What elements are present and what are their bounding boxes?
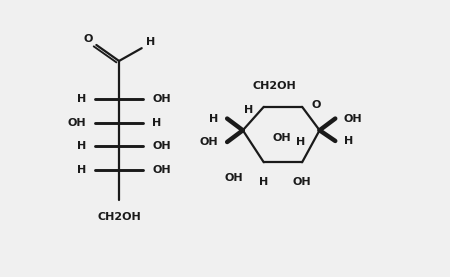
Text: OH: OH [152, 165, 171, 175]
Text: OH: OH [152, 94, 171, 104]
Text: H: H [244, 105, 253, 115]
Text: H: H [76, 165, 86, 175]
Text: OH: OH [200, 137, 218, 147]
Text: H: H [259, 177, 268, 187]
Text: H: H [146, 37, 155, 47]
Text: CH2OH: CH2OH [97, 212, 141, 222]
Text: OH: OH [344, 114, 363, 124]
Text: H: H [344, 136, 353, 146]
Text: OH: OH [67, 118, 86, 128]
Text: OH: OH [224, 173, 243, 183]
Text: H: H [76, 94, 86, 104]
Text: CH2OH: CH2OH [252, 81, 296, 91]
Text: H: H [152, 118, 162, 128]
Text: H: H [296, 137, 305, 147]
Text: OH: OH [293, 177, 311, 187]
Text: H: H [209, 114, 218, 124]
Text: OH: OH [273, 133, 292, 143]
Text: OH: OH [152, 141, 171, 151]
Text: O: O [84, 34, 93, 44]
Text: H: H [76, 141, 86, 151]
Text: O: O [311, 100, 321, 110]
